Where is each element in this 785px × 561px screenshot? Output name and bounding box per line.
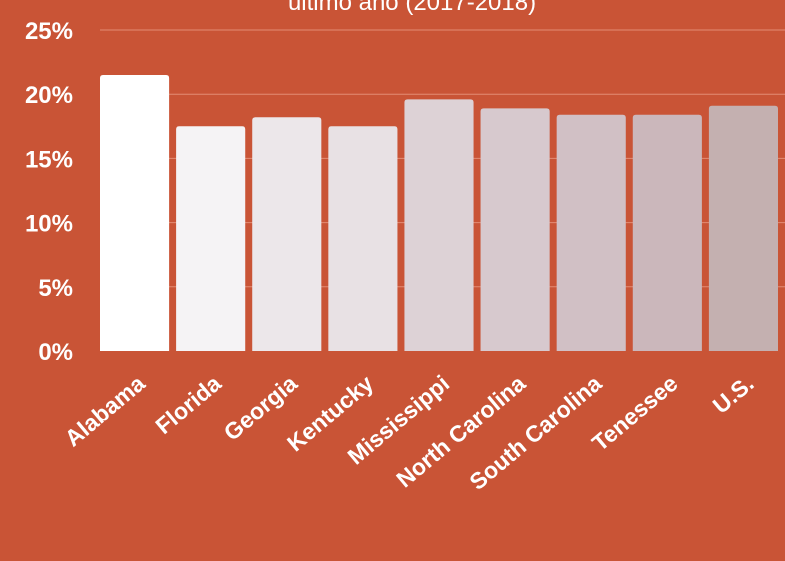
bars [100,74,778,351]
x-tick-label: South Carolina [464,370,606,495]
y-tick-label: 0% [38,339,73,366]
y-tick-label: 15% [25,146,73,173]
bar-u-s [708,105,778,351]
chart-title-group: último año (2017-2018) [288,0,536,16]
chart-title: último año (2017-2018) [288,0,536,16]
x-tick-label: Florida [150,370,226,439]
y-axis-ticks: 0% 5% 10% 15% 20% 25% [25,18,73,366]
bar-georgia [252,117,322,351]
y-tick-label: 10% [25,211,73,238]
y-tick-label: 20% [25,82,73,109]
x-tick-label: North Carolina [391,370,530,493]
y-tick-label: 25% [25,18,73,45]
bar-alabama [100,74,170,351]
bar-south-carolina [556,114,626,351]
x-tick-label: Tenessee [587,370,683,456]
x-axis-ticks: Alabama FloridaGeorgiaKentuckyMississippi… [60,370,759,495]
x-tick-label: U.S. [708,370,759,419]
bar-kentucky [328,126,398,351]
x-tick-label: Alabama [60,370,150,452]
y-tick-label: 5% [38,275,73,302]
bar-mississippi [404,99,474,351]
bar-florida [176,126,246,351]
bar-north-carolina [480,108,550,351]
bar-tenessee [632,114,702,351]
